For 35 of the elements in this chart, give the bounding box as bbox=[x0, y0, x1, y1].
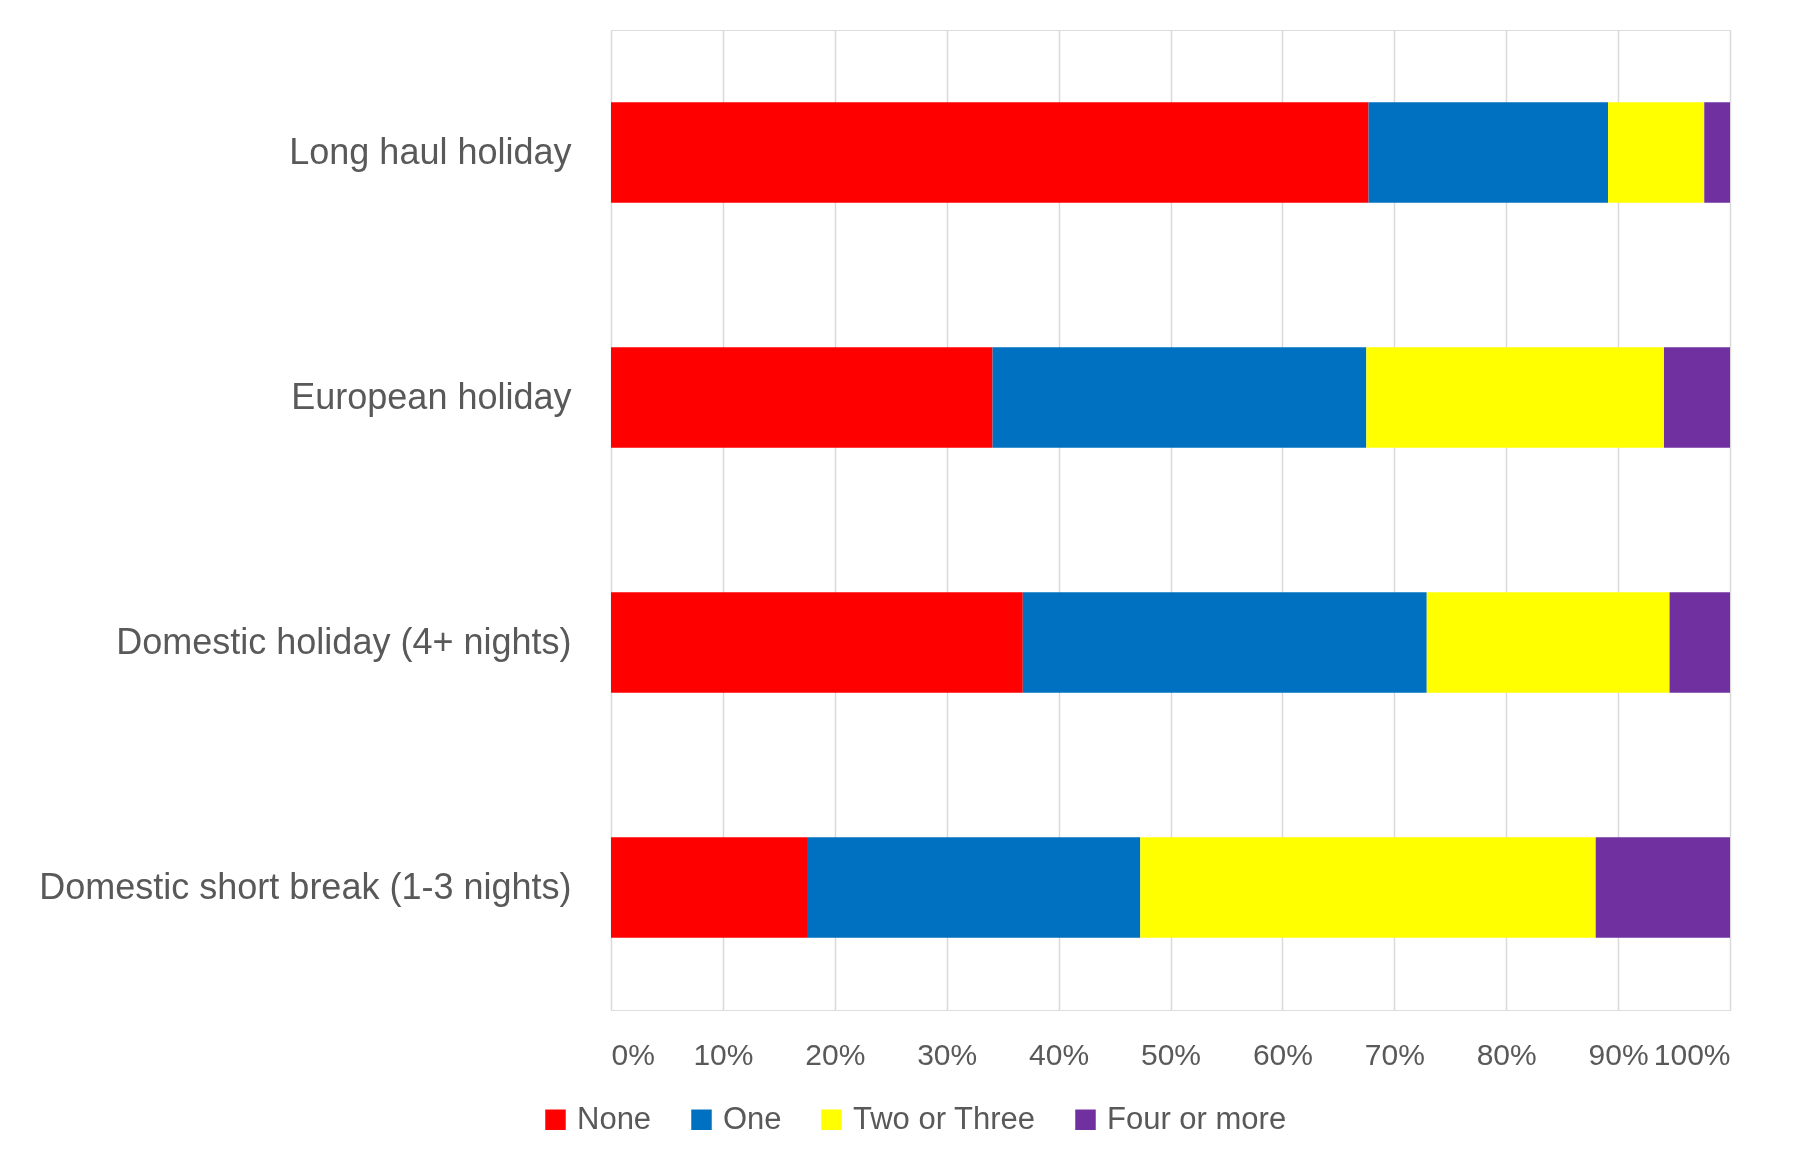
bar bbox=[1366, 347, 1664, 448]
x-tick-label: 90% bbox=[1588, 1037, 1649, 1071]
bar bbox=[1608, 102, 1705, 203]
bar bbox=[611, 592, 1023, 693]
y-tick-label: Domestic short break (1-3 nights) bbox=[39, 865, 572, 907]
bar bbox=[807, 837, 1141, 938]
x-tick-label: 40% bbox=[1029, 1037, 1090, 1071]
bar bbox=[611, 347, 993, 448]
x-tick-label: 30% bbox=[917, 1037, 978, 1071]
bar bbox=[1663, 347, 1730, 448]
x-tick-label: 50% bbox=[1140, 1037, 1202, 1071]
bar bbox=[1704, 102, 1730, 203]
x-tick-label: 60% bbox=[1252, 1037, 1313, 1071]
bar bbox=[1140, 837, 1596, 938]
bar bbox=[1022, 592, 1427, 693]
x-tick-label: 20% bbox=[805, 1037, 866, 1071]
bar bbox=[1426, 592, 1670, 693]
y-tick-label: European holiday bbox=[291, 375, 572, 417]
bar bbox=[611, 102, 1369, 203]
legend-label: None bbox=[577, 1100, 652, 1136]
bar bbox=[1368, 102, 1609, 203]
bar bbox=[1669, 592, 1730, 693]
y-tick-label: Long haul holiday bbox=[289, 130, 572, 172]
x-tick-label: 70% bbox=[1364, 1037, 1425, 1071]
bar bbox=[992, 347, 1367, 448]
legend-label: One bbox=[723, 1100, 782, 1136]
x-tick-label: 100% bbox=[1653, 1037, 1731, 1071]
y-tick-label: Domestic holiday (4+ nights) bbox=[116, 620, 572, 662]
x-tick-label: 10% bbox=[693, 1037, 754, 1071]
legend-label: Two or Three bbox=[853, 1100, 1036, 1136]
legend-label: Four or more bbox=[1107, 1100, 1287, 1136]
bar bbox=[611, 837, 808, 938]
x-tick-label: 0% bbox=[611, 1037, 655, 1071]
bar bbox=[1595, 837, 1730, 938]
x-tick-label: 80% bbox=[1476, 1037, 1537, 1071]
